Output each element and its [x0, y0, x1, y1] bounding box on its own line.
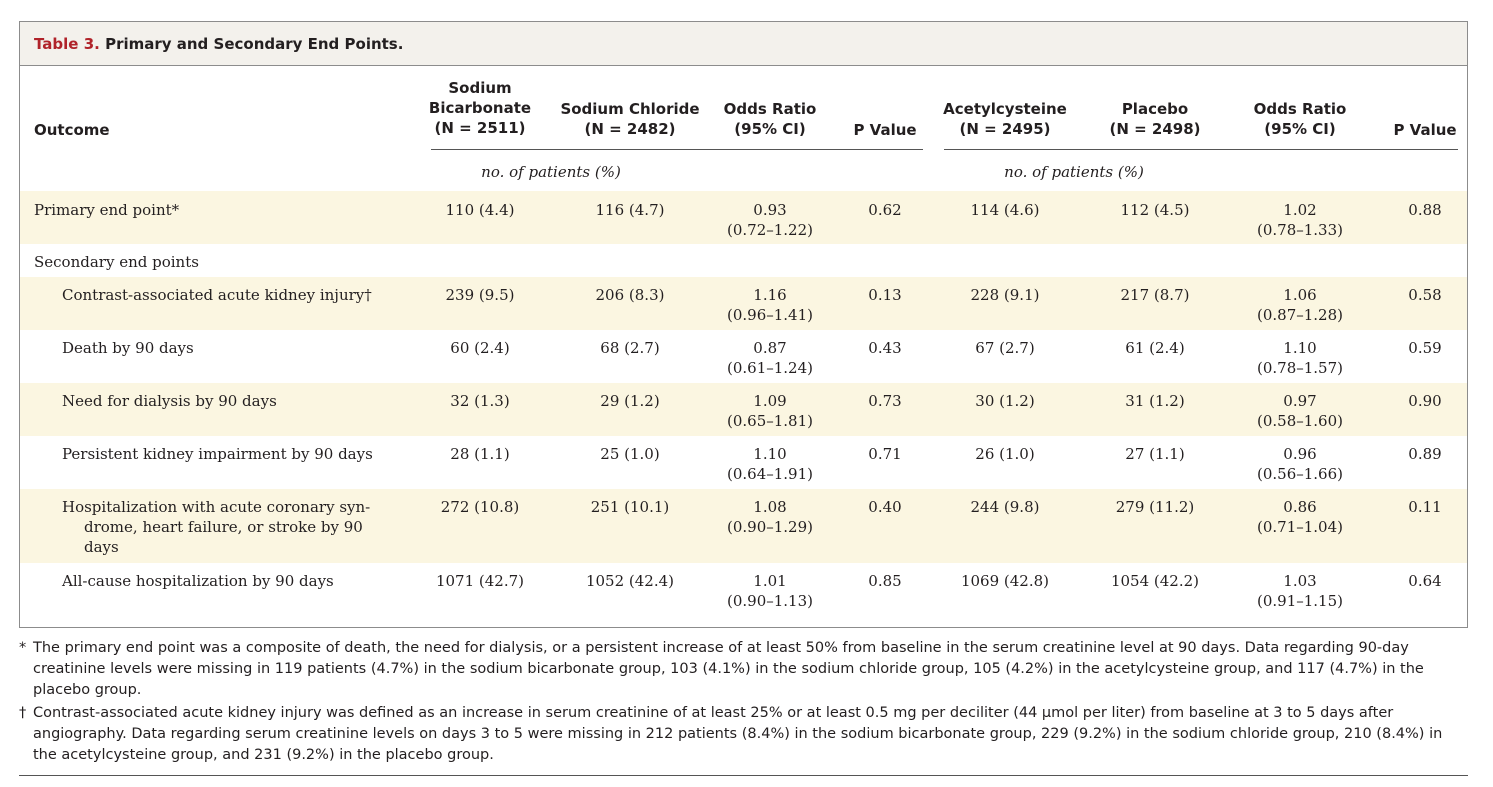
cell-p-value-1: 0.62 — [868, 201, 902, 219]
cell-odds-ratio-2: 1.02 (0.78–1.33) — [1256, 201, 1343, 239]
cell-p-value-1: 0.71 — [868, 445, 902, 463]
cell-odds-ratio-1: 1.10 (0.64–1.91) — [726, 445, 813, 483]
cell-odds-ratio-1: 0.93 (0.72–1.22) — [726, 201, 813, 239]
cell-p-value-2: 0.58 — [1408, 286, 1442, 304]
header-p-value-2: P Value — [1393, 121, 1457, 139]
cell-placebo: 27 (1.1) — [1125, 445, 1185, 463]
table-row: Persistent kidney impairment by 90 days … — [20, 436, 1467, 489]
cell-chloride: 29 (1.2) — [600, 392, 660, 410]
cell-p-value-2: 0.88 — [1408, 201, 1442, 219]
header-sodium-chloride: Sodium Chloride (N = 2482) — [560, 100, 700, 138]
row-label: Contrast-associated acute kidney injury† — [62, 286, 372, 304]
table-row: Contrast-associated acute kidney injury†… — [20, 277, 1467, 330]
bottom-rule — [19, 775, 1468, 776]
cell-acetylcysteine: 228 (9.1) — [970, 286, 1040, 304]
header-odds-ratio-2: Odds Ratio (95% CI) — [1253, 100, 1347, 138]
table-frame: Table 3. Primary and Secondary End Point… — [19, 21, 1468, 628]
cell-odds-ratio-1: 1.16 (0.96–1.41) — [726, 286, 813, 324]
table-label: Table 3. — [34, 35, 100, 53]
row-label: Persistent kidney impairment by 90 days — [62, 445, 373, 463]
units-label-left: no. of patients (%) — [481, 163, 621, 181]
cell-odds-ratio-2: 0.86 (0.71–1.04) — [1256, 498, 1343, 536]
footnotes: * The primary end point was a composite … — [19, 638, 1468, 768]
cell-placebo: 112 (4.5) — [1120, 201, 1190, 219]
cell-acetylcysteine: 26 (1.0) — [975, 445, 1035, 463]
row-label: Need for dialysis by 90 days — [62, 392, 277, 410]
cell-p-value-1: 0.43 — [868, 339, 902, 357]
cell-odds-ratio-2: 0.96 (0.56–1.66) — [1256, 445, 1343, 483]
cell-acetylcysteine: 67 (2.7) — [975, 339, 1035, 357]
footnote-text: Contrast-associated acute kidney injury … — [33, 705, 1443, 763]
table-row: Hospitalization with acute coronary syn-… — [20, 489, 1467, 563]
table-row: Primary end point* 110 (4.4) 116 (4.7) 0… — [20, 191, 1467, 244]
cell-placebo: 217 (8.7) — [1120, 286, 1190, 304]
cell-odds-ratio-1: 1.09 (0.65–1.81) — [726, 392, 813, 430]
cell-odds-ratio-2: 0.97 (0.58–1.60) — [1256, 392, 1343, 430]
footnote-primary: * The primary end point was a composite … — [19, 638, 1468, 701]
header-p-value-1: P Value — [853, 121, 917, 139]
cell-odds-ratio-1: 1.01 (0.90–1.13) — [726, 572, 813, 610]
table-title-bar: Table 3. Primary and Secondary End Point… — [20, 22, 1467, 66]
table-title: Primary and Secondary End Points. — [105, 35, 404, 53]
cell-bicarb: 32 (1.3) — [450, 392, 510, 410]
cell-p-value-1: 0.73 — [868, 392, 902, 410]
cell-placebo: 31 (1.2) — [1125, 392, 1185, 410]
cell-p-value-1: 0.85 — [868, 572, 902, 590]
cell-placebo: 1054 (42.2) — [1110, 572, 1200, 590]
row-label: Death by 90 days — [62, 339, 194, 357]
footnote-mark: * — [19, 640, 27, 656]
cell-bicarb: 110 (4.4) — [445, 201, 515, 219]
cell-odds-ratio-1: 1.08 (0.90–1.29) — [726, 498, 813, 536]
cell-p-value-2: 0.59 — [1408, 339, 1442, 357]
cell-chloride: 206 (8.3) — [595, 286, 665, 304]
header-placebo: Placebo (N = 2498) — [1109, 100, 1201, 138]
table-row: Secondary end points — [20, 244, 1467, 277]
cell-odds-ratio-2: 1.03 (0.91–1.15) — [1256, 572, 1343, 610]
header-rule-right — [944, 149, 1458, 150]
header-outcome: Outcome — [34, 121, 110, 139]
cell-acetylcysteine: 244 (9.8) — [970, 498, 1040, 516]
cell-acetylcysteine: 30 (1.2) — [975, 392, 1035, 410]
cell-chloride: 1052 (42.4) — [585, 572, 675, 590]
cell-placebo: 61 (2.4) — [1125, 339, 1185, 357]
table-row: Need for dialysis by 90 days 32 (1.3) 29… — [20, 383, 1467, 436]
cell-bicarb: 60 (2.4) — [450, 339, 510, 357]
row-label: Primary end point* — [34, 201, 180, 219]
cell-chloride: 251 (10.1) — [590, 498, 670, 516]
header-sodium-bicarbonate: Sodium Bicarbonate (N = 2511) — [428, 79, 532, 137]
cell-odds-ratio-2: 1.10 (0.78–1.57) — [1256, 339, 1343, 377]
cell-placebo: 279 (11.2) — [1115, 498, 1195, 516]
cell-p-value-1: 0.40 — [868, 498, 902, 516]
row-label: Secondary end points — [34, 253, 199, 271]
cell-bicarb: 28 (1.1) — [450, 445, 510, 463]
cell-p-value-2: 0.89 — [1408, 445, 1442, 463]
cell-chloride: 116 (4.7) — [595, 201, 665, 219]
cell-p-value-2: 0.11 — [1408, 498, 1442, 516]
units-label-right: no. of patients (%) — [1004, 163, 1144, 181]
footnote-aki: † Contrast-associated acute kidney injur… — [19, 703, 1468, 766]
row-label: Hospitalization with acute coronary syn-… — [62, 498, 371, 556]
cell-bicarb: 272 (10.8) — [440, 498, 520, 516]
cell-chloride: 25 (1.0) — [600, 445, 660, 463]
cell-bicarb: 239 (9.5) — [445, 286, 515, 304]
cell-bicarb: 1071 (42.7) — [435, 572, 525, 590]
table-row: All-cause hospitalization by 90 days 107… — [20, 563, 1467, 623]
header-rule-left — [431, 149, 923, 150]
cell-p-value-2: 0.64 — [1408, 572, 1442, 590]
cell-odds-ratio-2: 1.06 (0.87–1.28) — [1256, 286, 1343, 324]
table-row: Death by 90 days 60 (2.4) 68 (2.7) 0.87(… — [20, 330, 1467, 383]
header-odds-ratio-1: Odds Ratio (95% CI) — [723, 100, 817, 138]
cell-acetylcysteine: 114 (4.6) — [970, 201, 1040, 219]
cell-odds-ratio-1: 0.87 (0.61–1.24) — [726, 339, 813, 377]
header-acetylcysteine: Acetylcysteine (N = 2495) — [943, 100, 1067, 138]
cell-chloride: 68 (2.7) — [600, 339, 660, 357]
cell-p-value-2: 0.90 — [1408, 392, 1442, 410]
cell-acetylcysteine: 1069 (42.8) — [960, 572, 1050, 590]
footnote-mark: † — [19, 705, 27, 721]
cell-p-value-1: 0.13 — [868, 286, 902, 304]
row-label: All-cause hospitalization by 90 days — [62, 572, 334, 590]
footnote-text: The primary end point was a composite of… — [33, 640, 1424, 698]
